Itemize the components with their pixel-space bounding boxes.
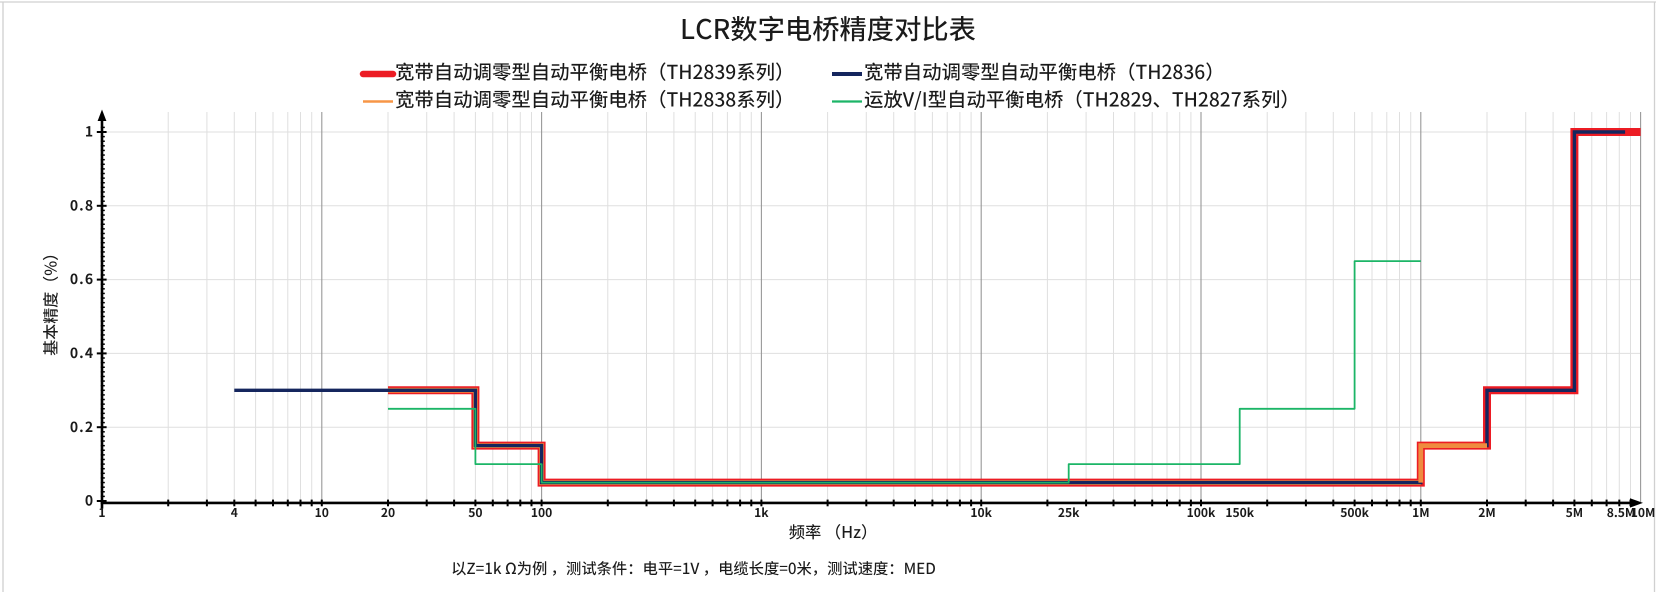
- svg-text:4: 4: [231, 504, 238, 521]
- svg-text:100: 100: [531, 504, 552, 521]
- svg-text:0.4: 0.4: [70, 343, 94, 363]
- svg-text:宽带自动调零型自动平衡电桥（TH2839系列）: 宽带自动调零型自动平衡电桥（TH2839系列）: [395, 56, 794, 85]
- svg-text:1: 1: [85, 122, 94, 142]
- svg-text:10k: 10k: [970, 504, 992, 521]
- svg-text:500k: 500k: [1340, 504, 1369, 521]
- svg-text:宽带自动调零型自动平衡电桥（TH2836）: 宽带自动调零型自动平衡电桥（TH2836）: [864, 56, 1225, 85]
- svg-text:基本精度（%）: 基本精度（%）: [37, 245, 61, 356]
- svg-text:5M: 5M: [1566, 504, 1583, 521]
- svg-text:100k: 100k: [1187, 504, 1216, 521]
- svg-text:8.5M: 8.5M: [1607, 504, 1636, 521]
- svg-text:频率 （Hz）: 频率 （Hz）: [789, 519, 878, 543]
- svg-text:0: 0: [85, 491, 94, 511]
- svg-text:0.8: 0.8: [70, 195, 94, 215]
- svg-text:2M: 2M: [1478, 504, 1495, 521]
- svg-text:1M: 1M: [1412, 504, 1429, 521]
- svg-text:20: 20: [381, 504, 395, 521]
- svg-text:10M: 10M: [1631, 504, 1656, 521]
- svg-text:10: 10: [315, 504, 329, 521]
- svg-text:1: 1: [98, 504, 105, 521]
- svg-text:宽带自动调零型自动平衡电桥（TH2838系列）: 宽带自动调零型自动平衡电桥（TH2838系列）: [395, 83, 794, 112]
- svg-text:0.6: 0.6: [70, 269, 94, 289]
- svg-text:0.2: 0.2: [70, 417, 94, 437]
- svg-text:运放V/I型自动平衡电桥（TH2829、TH2827系列）: 运放V/I型自动平衡电桥（TH2829、TH2827系列）: [864, 83, 1300, 112]
- svg-text:以Z=1k Ω为例 ，测试条件：电平=1V ，电缆长度=0米: 以Z=1k Ω为例 ，测试条件：电平=1V ，电缆长度=0米，测试速度：MED: [451, 557, 936, 579]
- svg-text:25k: 25k: [1058, 504, 1080, 521]
- svg-text:1k: 1k: [754, 504, 769, 521]
- svg-text:LCR数字电桥精度对比表: LCR数字电桥精度对比表: [680, 7, 976, 47]
- svg-text:150k: 150k: [1225, 504, 1254, 521]
- svg-text:50: 50: [468, 504, 482, 521]
